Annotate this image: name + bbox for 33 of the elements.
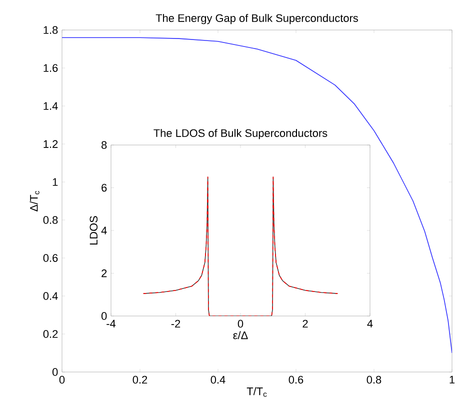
- y-tick-label: 0: [101, 312, 107, 320]
- x-tick-label: 0.4: [210, 376, 226, 384]
- y-axis-title: Δ/T$_{c}$: [30, 190, 40, 212]
- y-tick-label: 0.8: [43, 216, 58, 224]
- chart-title: The LDOS of Bulk Superconductors: [154, 128, 328, 140]
- x-tick-label: -2: [171, 320, 180, 328]
- y-tick-label: 1: [52, 178, 58, 186]
- x-axis-title: ε/Δ: [233, 331, 248, 340]
- y-tick-label: 6: [102, 184, 107, 192]
- y-tick-label: 0: [52, 368, 58, 376]
- y-tick-label: 4: [101, 226, 107, 234]
- y-tick-label: 8: [102, 141, 107, 149]
- x-tick-label: 4: [367, 320, 373, 328]
- y-axis-title: LDOS: [90, 216, 98, 245]
- line-series: [142, 176, 338, 316]
- x-tick-label: -4: [106, 320, 116, 328]
- y-tick-label: 1.8: [44, 26, 58, 34]
- y-tick-label: 1.2: [44, 140, 58, 148]
- x-tick-label: 0.6: [288, 376, 304, 384]
- x-tick-label: 0: [238, 320, 244, 328]
- x-tick-label: 0: [59, 376, 65, 384]
- x-axis-title: T/T$_{c}$: [246, 387, 267, 397]
- y-tick-label: 0.2: [43, 330, 58, 338]
- x-tick-label: 0.2: [132, 376, 148, 384]
- y-tick-label: 1.6: [44, 64, 58, 72]
- x-tick-label: 2: [302, 320, 308, 328]
- y-tick-label: 1.4: [44, 102, 58, 110]
- x-tick-label: 0.8: [366, 376, 382, 384]
- chart-title: The Energy Gap of Bulk Superconductors: [156, 14, 358, 24]
- y-tick-label: 0.6: [43, 254, 58, 262]
- x-tick-label: 1: [450, 376, 455, 384]
- y-tick-label: 0.4: [43, 292, 58, 300]
- y-tick-label: 2: [102, 269, 107, 278]
